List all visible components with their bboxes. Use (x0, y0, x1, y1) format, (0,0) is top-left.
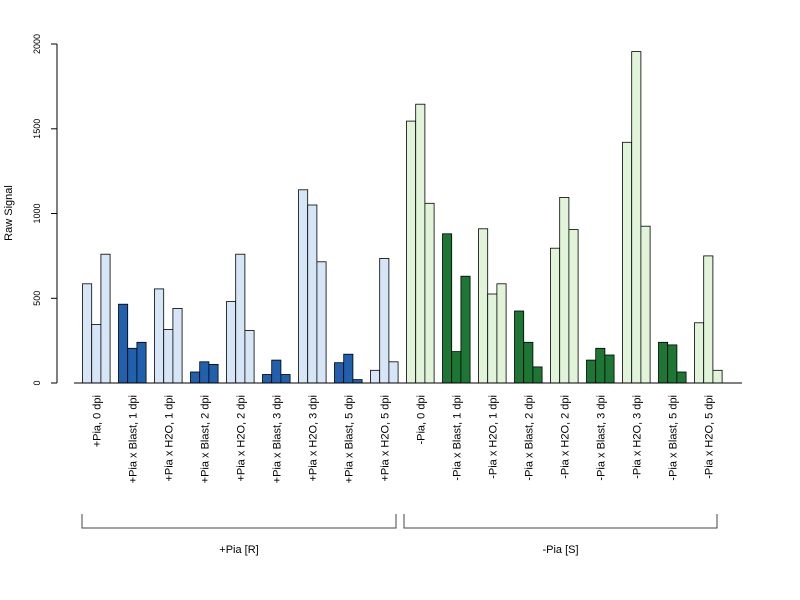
bar-7-rep-2 (343, 353, 354, 384)
category-label: -Pia x Blast, 2 dpi (523, 395, 535, 481)
group-bracket (81, 514, 397, 529)
bar-17-rep-2 (703, 255, 714, 384)
category-label: +Pia x Blast, 5 dpi (343, 395, 355, 483)
bar-9-rep-2 (415, 103, 426, 384)
bar-15-rep-3 (640, 225, 651, 384)
bar-10-rep-2 (451, 351, 462, 384)
category-label: +Pia, 0 dpi (91, 395, 103, 447)
category-label: -Pia x H2O, 3 dpi (631, 395, 643, 479)
y-tick-label: 1000 (32, 203, 42, 223)
category-label: -Pia, 0 dpi (415, 395, 427, 445)
bar-3-rep-2 (199, 361, 210, 384)
bar-15-rep-1 (622, 141, 633, 384)
group-label: +Pia [R] (219, 544, 258, 556)
bar-12-rep-3 (532, 366, 543, 384)
y-tick-label: 1500 (32, 119, 42, 139)
bar-0-rep-3 (100, 253, 111, 384)
y-ticks: 0 500 1000 1500 2000 (32, 34, 57, 386)
bars-layer (82, 51, 723, 384)
bar-12-rep-2 (523, 341, 534, 384)
bar-10-rep-1 (442, 233, 453, 384)
bar-13-rep-3 (568, 229, 579, 384)
bar-5-rep-2 (271, 359, 282, 384)
bar-4-rep-2 (235, 253, 246, 384)
bar-4-rep-3 (244, 330, 255, 384)
bar-1-rep-1 (118, 303, 129, 384)
y-tick-label: 500 (32, 291, 42, 306)
y-axis-label: Raw Signal (3, 185, 15, 241)
bar-17-rep-3 (712, 369, 723, 384)
group-label: -Pia [S] (542, 544, 578, 556)
bar-5-rep-3 (280, 374, 291, 384)
category-label: +Pia x H2O, 3 dpi (307, 395, 319, 482)
bar-6-rep-1 (298, 189, 309, 384)
bar-11-rep-3 (496, 283, 507, 384)
bar-12-rep-1 (514, 310, 525, 384)
bar-1-rep-3 (136, 341, 147, 384)
bar-6-rep-2 (307, 204, 318, 384)
category-label: +Pia x H2O, 5 dpi (379, 395, 391, 482)
bar-1-rep-2 (127, 347, 138, 384)
bar-2-rep-2 (163, 329, 174, 384)
category-label: -Pia x Blast, 1 dpi (451, 395, 463, 481)
bar-16-rep-3 (676, 371, 687, 384)
bar-9-rep-1 (406, 120, 417, 384)
bar-14-rep-2 (595, 347, 606, 384)
category-label: +Pia x Blast, 2 dpi (199, 395, 211, 483)
category-label: +Pia x H2O, 1 dpi (163, 395, 175, 482)
bar-13-rep-2 (559, 196, 570, 384)
bar-0-rep-1 (82, 283, 93, 384)
category-label: -Pia x H2O, 5 dpi (703, 395, 715, 479)
bar-13-rep-1 (550, 247, 561, 384)
bar-7-rep-1 (334, 362, 345, 384)
group-bracket (403, 514, 718, 529)
bar-7-rep-3 (352, 379, 363, 384)
bar-8-rep-3 (388, 361, 399, 384)
bar-2-rep-3 (172, 307, 183, 384)
category-label: -Pia x H2O, 2 dpi (559, 395, 571, 479)
category-label: +Pia x Blast, 3 dpi (271, 395, 283, 483)
bar-6-rep-3 (316, 261, 327, 384)
bar-3-rep-3 (208, 363, 219, 384)
bar-14-rep-3 (604, 354, 615, 384)
y-tick-label: 2000 (32, 34, 42, 54)
category-label: -Pia x Blast, 3 dpi (595, 395, 607, 481)
bar-11-rep-2 (487, 293, 498, 384)
y-tick-label: 0 (32, 380, 42, 385)
bar-10-rep-3 (460, 275, 471, 384)
bar-11-rep-1 (478, 228, 489, 384)
category-label: -Pia x Blast, 5 dpi (667, 395, 679, 481)
bar-9-rep-3 (424, 202, 435, 384)
bar-16-rep-2 (667, 344, 678, 384)
bar-3-rep-1 (190, 371, 201, 384)
bar-0-rep-2 (91, 324, 102, 384)
bar-14-rep-1 (586, 359, 597, 384)
category-label: +Pia x Blast, 1 dpi (127, 395, 139, 483)
category-label: +Pia x H2O, 2 dpi (235, 395, 247, 482)
bar-8-rep-2 (379, 257, 390, 384)
group-brackets: +Pia [R] -Pia [S] (81, 514, 718, 556)
category-label: -Pia x H2O, 1 dpi (487, 395, 499, 479)
bar-16-rep-1 (658, 341, 669, 384)
category-labels: +Pia, 0 dpi +Pia x Blast, 1 dpi +Pia x H2O… (91, 395, 715, 483)
bar-2-rep-1 (154, 288, 165, 384)
bar-4-rep-1 (226, 301, 237, 384)
bar-17-rep-1 (694, 322, 705, 384)
bar-8-rep-1 (370, 369, 381, 384)
bar-15-rep-2 (631, 51, 642, 384)
bar-5-rep-1 (262, 374, 273, 384)
